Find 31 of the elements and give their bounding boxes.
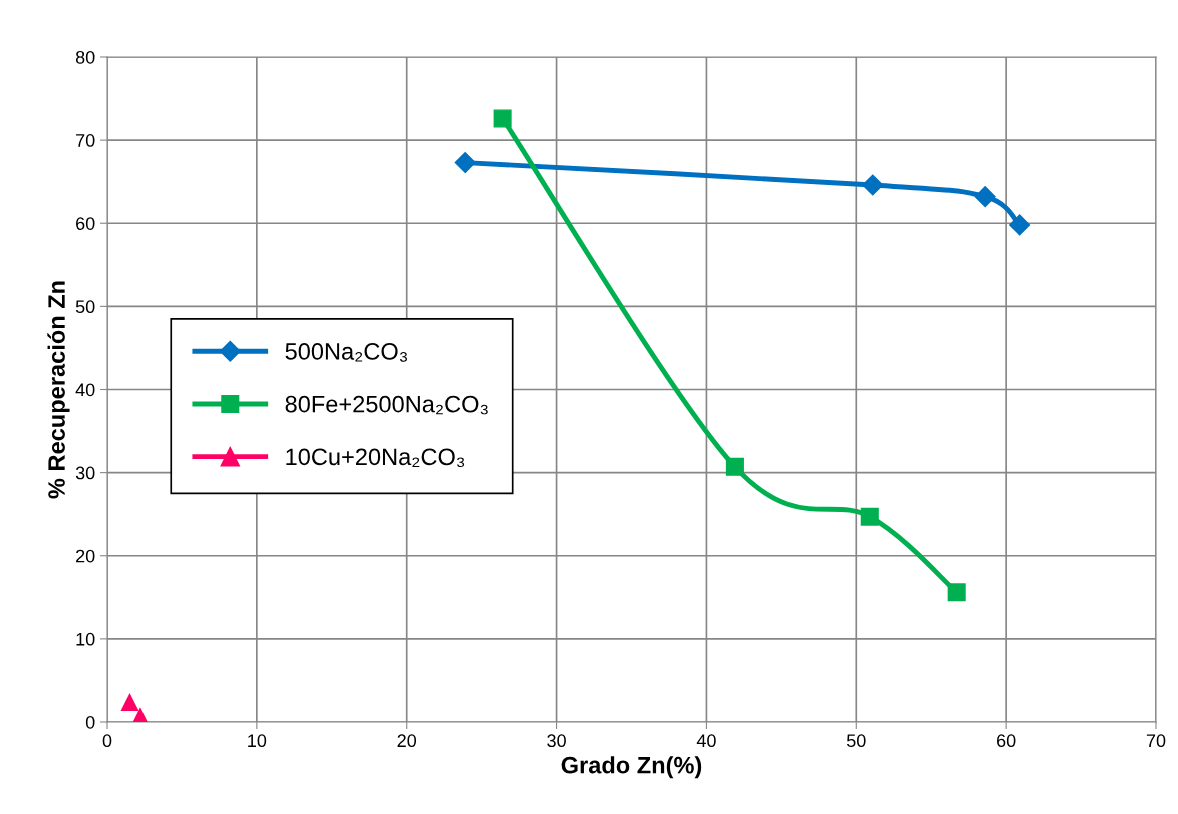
x-tick-label: 60 (997, 734, 1016, 748)
x-tick-label: 20 (397, 734, 417, 748)
x-tick-label: 50 (846, 734, 866, 748)
point (862, 174, 884, 196)
y-tick-label: 30 (75, 466, 95, 480)
x-tick-label: 10 (248, 734, 267, 748)
y-tick-label: 20 (76, 549, 95, 563)
x-tick-label: 40 (696, 734, 716, 748)
legend-label: 80Fe+2500Na₂CO₃ (285, 395, 488, 415)
point (454, 152, 476, 174)
y-axis-title: % Recuperación Zn (47, 281, 70, 499)
point (974, 186, 996, 208)
point (725, 457, 744, 476)
y-tick-label: 0 (85, 715, 95, 729)
point (120, 693, 139, 712)
legend-label: 500Na₂CO₃ (285, 343, 408, 362)
y-tick-label: 80 (75, 50, 95, 64)
point (947, 583, 966, 602)
y-tick-label: 40 (75, 383, 95, 397)
point (860, 507, 879, 526)
x-tick-label: 0 (102, 734, 112, 748)
point (1009, 214, 1031, 236)
y-tick-label: 10 (76, 632, 95, 646)
point (493, 109, 512, 128)
x-tick-label: 70 (1146, 734, 1166, 748)
y-tick-label: 50 (75, 300, 95, 314)
y-tick-label: 70 (76, 134, 95, 147)
x-tick-label: 30 (547, 734, 566, 748)
legend-label: 10Cu+20Na₂CO₃ (286, 448, 465, 468)
x-axis-title: Grado Zn(%) (561, 756, 702, 779)
y-tick-label: 60 (76, 217, 95, 230)
